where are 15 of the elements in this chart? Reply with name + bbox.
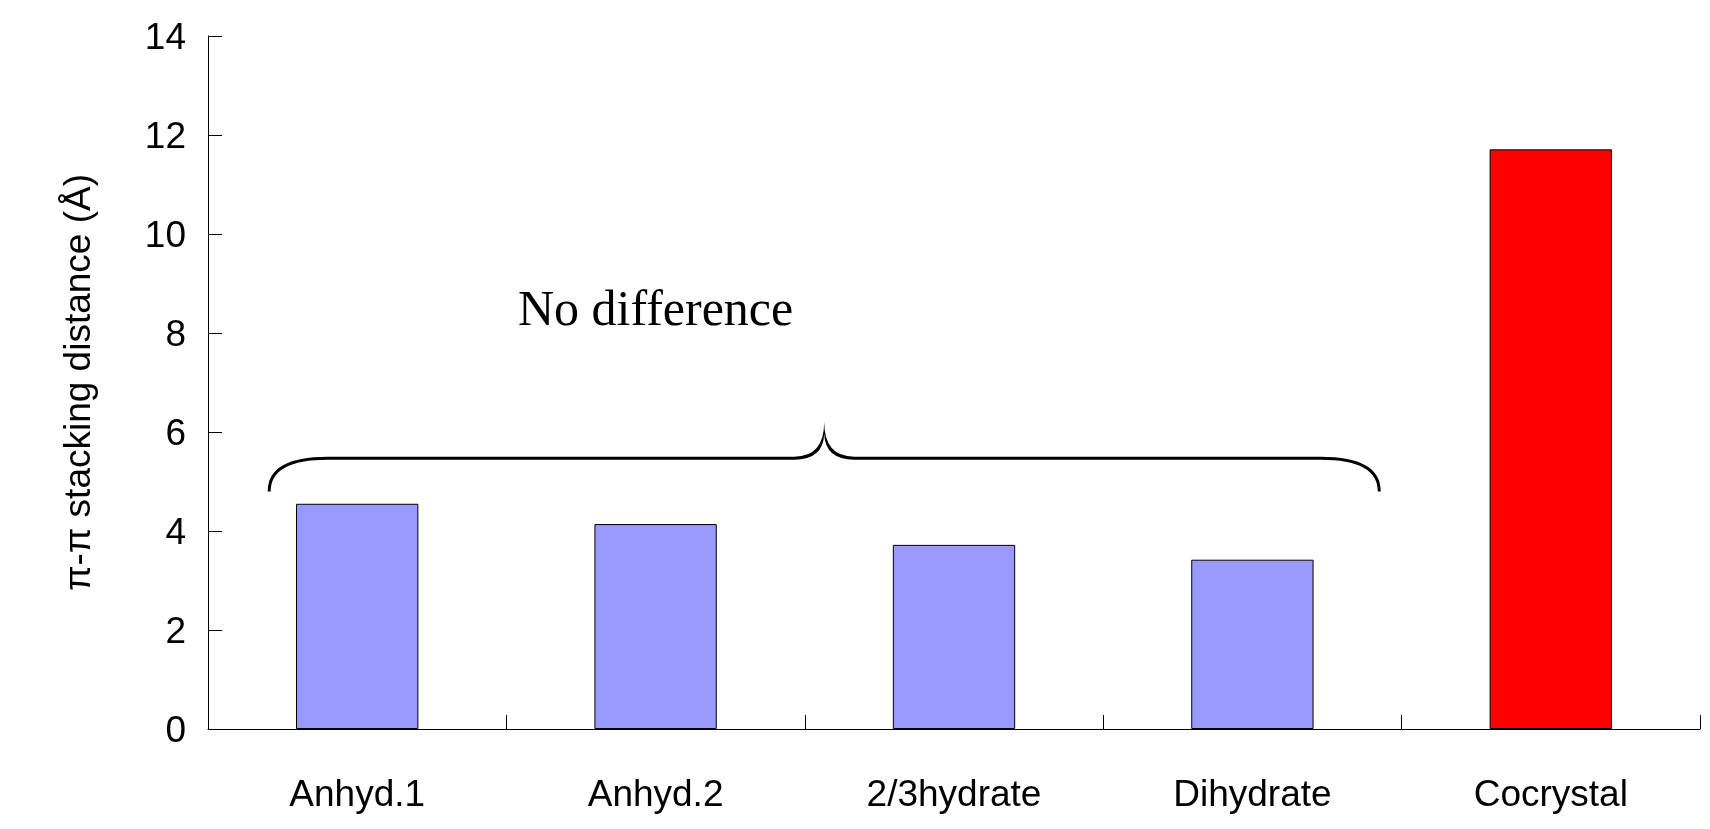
x-tick-label: 2/3hydrate [866,773,1042,814]
x-tick-label: Anhyd.1 [289,773,426,814]
y-tick-label: 12 [144,114,186,156]
y-tick-label: 8 [165,312,186,354]
x-tick-label: Dihydrate [1173,773,1332,814]
y-axis-title: π-π stacking distance (Å) [57,173,98,592]
annotation: No difference [517,279,794,336]
x-tick-label: Anhyd.2 [587,773,724,814]
y-tick-label: 4 [165,510,186,552]
y-tick-label: 6 [165,411,186,453]
y-tick-label: 2 [165,609,186,651]
x-tick-label: Cocrystal [1473,773,1628,814]
y-tick-label: 0 [165,708,186,750]
y-tick-label: 14 [144,15,186,57]
y-tick-label: 10 [144,213,186,255]
